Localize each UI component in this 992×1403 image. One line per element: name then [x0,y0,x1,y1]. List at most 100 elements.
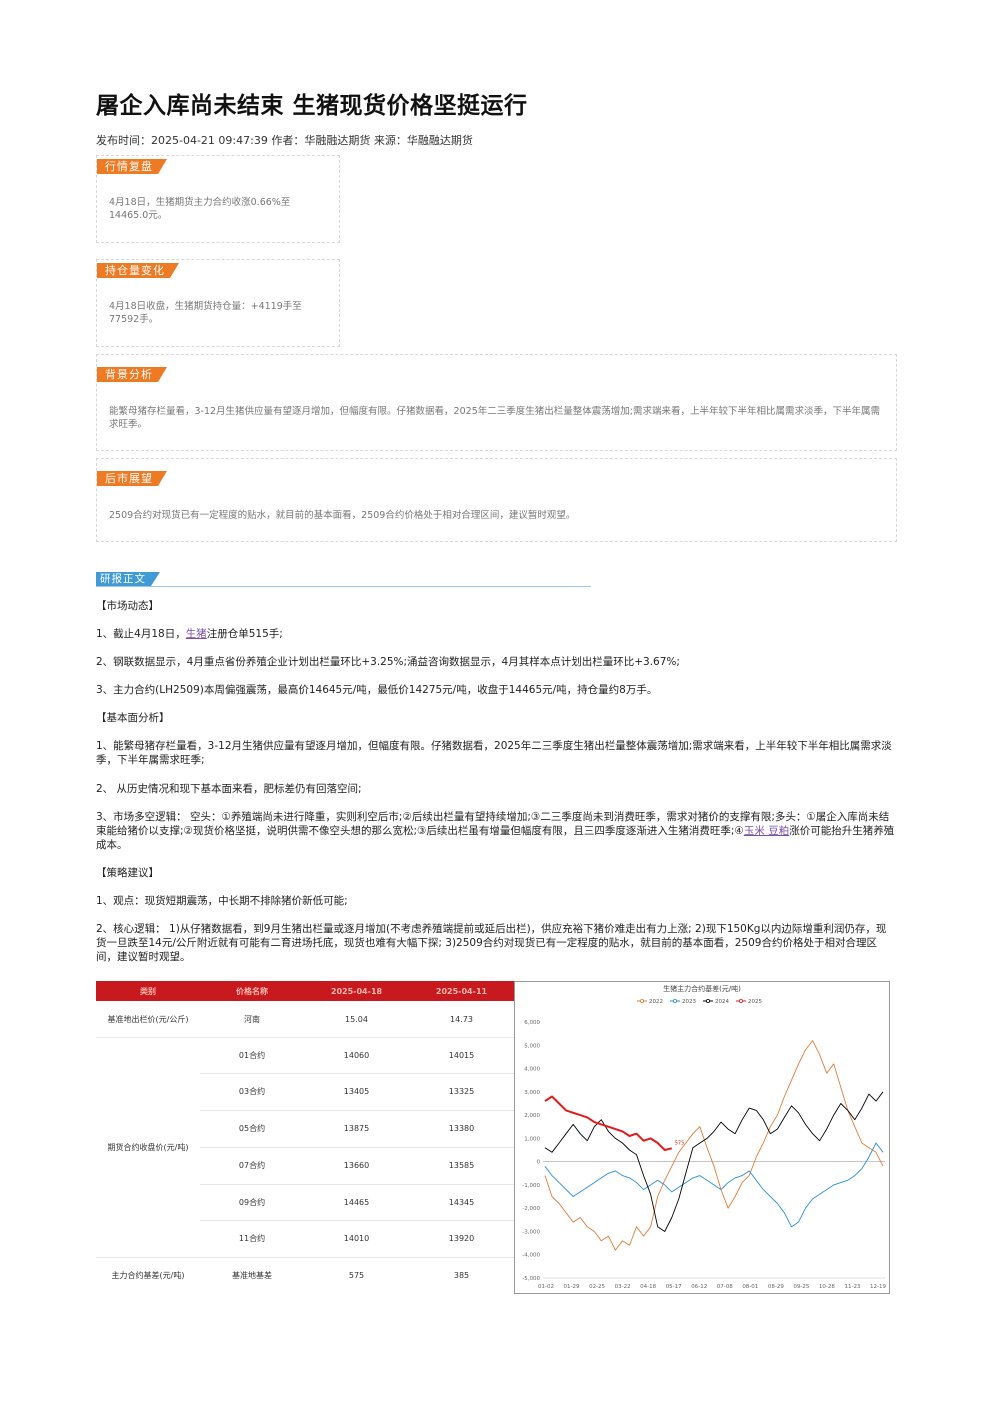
row-divider [96,1037,514,1038]
x-tick-label: 03-22 [615,1284,631,1290]
basis-name: 基准地基差 [232,1271,272,1280]
spot-v2: 14.73 [450,1014,473,1024]
futures-v2: 14015 [448,1050,475,1060]
futures-v1: 14010 [343,1234,370,1243]
legend-marker [640,998,645,1003]
x-tick-label: 10-28 [819,1284,835,1290]
x-tick-label: 02-25 [589,1284,605,1290]
chart-legend: 2022 2023 2024 2025 [637,998,762,1005]
fundamental-item-3-post: 涨价可能抬升生猪养殖成本。 [96,825,895,851]
section-label: 研报正文 [96,572,160,586]
series-line-2022 [544,1040,884,1251]
hog-link[interactable]: 生猪 [185,628,207,640]
fundamental-item-3-pre: 3、市场多空逻辑： 空头：①养殖端尚未进行降重，实则利空后市;②后续出栏量有望持… [96,811,890,837]
futures-v1: 13405 [343,1087,370,1096]
y-tick-label: 1,000 [524,1136,540,1142]
page-title: 屠企入库尚未结束 生猪现货价格坚挺运行 [96,93,528,119]
strategy-item-1: 1、观点：现货短期震荡，中长期不排除猪价新低可能; [96,895,348,907]
fundamental-item-2: 2、 从历史情况和现下基本面来看，肥标差仍有回落空间; [96,783,362,795]
x-tick-label: 05-17 [666,1284,682,1290]
x-tick-label: 07-08 [717,1284,733,1290]
basis-chart-svg: 生猪主力合约基差(元/吨) 2022 2023 2024 2025 6,000 5,00… [522,984,886,1290]
legend-label: 2024 [715,999,729,1005]
market-item-1: 1、截止4月18日，生猪注册仓单515手; [96,627,896,641]
th-name: 价格名称 [200,981,304,1001]
futures-category: 期货合约收盘价(元/吨) [107,1142,189,1152]
chart-lines: 575 [544,1040,884,1251]
summary-box-review: 行情复盘 4月18日，生猪期货主力合约收涨0.66%至14465.0元。 [96,155,340,243]
outlook-text: 2509合约对现货已有一定程度的贴水，就目前的基本面看，2509合约价格处于相对… [109,510,576,521]
futures-name: 09合约 [238,1197,266,1207]
x-tick-label: 09-25 [793,1284,809,1290]
legend-marker [738,998,743,1003]
basis-chart: 生猪主力合约基差(元/吨) 2022 2023 2024 2025 6,000 5,00… [514,981,890,1294]
y-tick-label: -1,000 [522,1183,540,1189]
strategy-heading: 【策略建议】 [96,867,159,879]
y-tick-label: 2,000 [524,1113,540,1119]
x-tick-label: 08-01 [742,1284,758,1290]
row-divider [200,1073,514,1074]
series-line-2024 [544,1091,884,1232]
last-value-label: 575 [675,1140,685,1146]
futures-name: 01合约 [238,1050,266,1060]
basis-v1: 575 [348,1271,365,1280]
tag-background: 背景分析 [97,367,167,382]
x-tick-label: 08-29 [768,1284,784,1290]
row-divider [200,1147,514,1148]
position-text: 4月18日收盘，生猪期货持仓量：+4119手至77592手。 [109,301,302,325]
spot-v1: 15.04 [345,1014,368,1024]
row-divider [200,1184,514,1185]
summary-box-position: 持仓量变化 4月18日收盘，生猪期货持仓量：+4119手至77592手。 [96,259,340,347]
futures-v1: 13660 [343,1161,370,1170]
x-tick-label: 01-29 [564,1284,580,1290]
futures-v1: 14465 [343,1197,370,1207]
basis-v2: 385 [453,1271,470,1280]
futures-v1: 14060 [343,1050,370,1060]
futures-v1: 13875 [343,1124,370,1133]
market-item-2: 2、钢联数据显示，4月重点省份养殖企业计划出栏量环比+3.25%;涌益咨询数据显… [96,656,680,668]
y-tick-label: 6,000 [524,1020,540,1026]
futures-v2: 13920 [448,1234,475,1243]
fundamental-heading: 【基本面分析】 [96,712,170,724]
market-item-1-pre: 1、截止4月18日， [96,628,186,640]
fundamental-item-1: 1、能繁母猪存栏量看，3-12月生猪供应量有望逐月增加，但幅度有限。仔猪数据看，… [96,740,892,766]
y-tick-label: -3,000 [522,1229,540,1235]
x-tick-label: 11-23 [844,1284,860,1290]
fundamental-item-3: 3、市场多空逻辑： 空头：①养殖端尚未进行降重，实则利空后市;②后续出栏量有望持… [96,810,896,852]
market-item-1-post: 注册仓单515手; [206,628,283,640]
background-text: 能繁母猪存栏量看，3-12月生猪供应量有望逐月增加，但幅度有限。仔猪数据看，20… [109,406,880,430]
strategy-item-2: 2、核心逻辑： 1)从仔猪数据看，到9月生猪出栏量或逐月增加(不考虑养殖端提前或… [96,923,887,963]
x-tick-label: 04-18 [640,1284,656,1290]
x-tick-label: 01-02 [538,1284,554,1290]
row-divider [200,1110,514,1111]
corn-soymeal-link[interactable]: 玉米 豆粕 [743,825,790,837]
y-tick-label: -4,000 [522,1253,540,1259]
legend-label: 2023 [682,999,696,1005]
futures-v2: 13585 [448,1161,475,1170]
futures-v2: 13325 [448,1087,475,1096]
y-tick-label: 0 [537,1160,541,1166]
chart-axes: 6,000 5,000 4,000 3,000 2,000 1,000 0 -1,000 -2,… [522,1020,886,1290]
futures-name: 11合约 [238,1234,266,1243]
th-date-1: 2025-04-18 [304,981,409,1001]
summary-box-background: 背景分析 能繁母猪存栏量看，3-12月生猪供应量有望逐月增加，但幅度有限。仔猪数… [96,354,897,451]
x-tick-label: 06-12 [691,1284,707,1290]
tag-review: 行情复盘 [97,159,167,174]
legend-marker [705,998,710,1003]
review-text: 4月18日，生猪期货主力合约收涨0.66%至14465.0元。 [109,197,291,221]
row-divider [200,1220,514,1221]
market-heading: 【市场动态】 [96,600,159,612]
legend-marker [672,998,677,1003]
y-tick-label: 4,000 [524,1067,540,1073]
th-date-2: 2025-04-11 [409,981,514,1001]
futures-name: 03合约 [238,1087,266,1096]
futures-v2: 13380 [448,1124,475,1133]
section-divider [96,586,591,587]
y-tick-label: -2,000 [522,1206,540,1212]
series-line-2025 [544,1095,673,1151]
price-table: 类别 价格名称 2025-04-18 2025-04-11 基准地出栏价(元/公… [96,981,514,1295]
tag-position: 持仓量变化 [97,263,179,278]
row-divider [96,1257,514,1258]
y-tick-label: -5,000 [522,1276,540,1282]
legend-label: 2022 [649,999,663,1005]
